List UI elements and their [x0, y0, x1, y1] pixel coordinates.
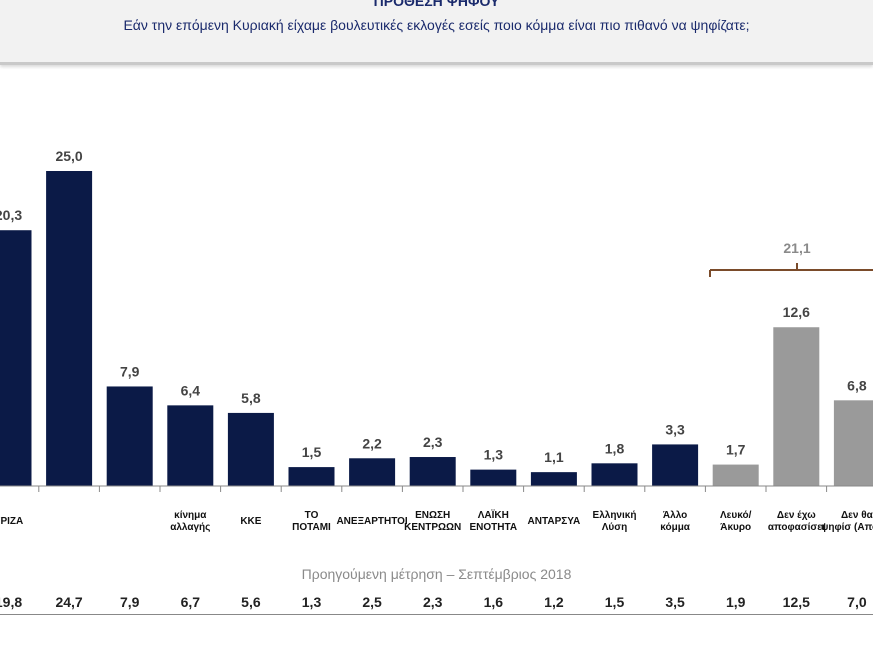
bar-value-label: 12,6 — [783, 304, 810, 320]
bar — [773, 327, 820, 486]
bar — [167, 405, 214, 486]
bar-value-label: 2,3 — [423, 434, 443, 450]
category-label: ψηφίσ (Αποχή) — [821, 522, 873, 533]
category-label: Άκυρο — [720, 522, 751, 533]
bar-value-label: 1,3 — [484, 447, 504, 463]
bar — [712, 464, 759, 486]
category-label: κίνημα — [174, 510, 207, 521]
category-label: ΕΝΩΣΗ — [415, 510, 450, 521]
chart-header: ΠΡΟΘΕΣΗ ΨΗΦΟΥ Εάν την επόμενη Κυριακή εί… — [0, 0, 873, 65]
previous-value: 7,0 — [847, 594, 867, 610]
bar-value-label: 2,2 — [362, 435, 382, 451]
bar-value-label: 20,3 — [0, 207, 22, 223]
category-label: Δεν θα — [841, 510, 873, 521]
bar-value-label: 25,0 — [55, 148, 82, 164]
previous-value: 19,8 — [0, 594, 22, 610]
previous-value: 1,2 — [544, 594, 564, 610]
bar — [591, 463, 638, 486]
previous-value: 7,9 — [120, 594, 140, 610]
previous-value: 6,7 — [181, 594, 201, 610]
table-bottom-rule — [0, 614, 873, 615]
category-label: Δεν έχω — [777, 510, 816, 521]
category-label: ΛΑΪΚΗ — [478, 508, 509, 521]
previous-value: 3,5 — [665, 594, 685, 610]
previous-value: 12,5 — [783, 594, 810, 610]
previous-value: 24,7 — [55, 594, 82, 610]
bar — [288, 467, 335, 486]
category-label: Λευκό/ — [720, 510, 752, 521]
category-label: αποφασίσει — [768, 522, 825, 533]
bar — [833, 400, 873, 486]
category-label: αλλαγής — [170, 522, 210, 533]
bar-value-label: 7,9 — [120, 363, 140, 379]
bar-value-label: 1,5 — [302, 444, 322, 460]
bar — [470, 469, 517, 486]
bar-value-label: 6,4 — [181, 382, 201, 398]
bar-value-label: 5,8 — [241, 390, 261, 406]
category-label: ΚΚΕ — [240, 516, 261, 527]
previous-value: 1,6 — [484, 594, 504, 610]
bar — [409, 457, 456, 486]
bar — [227, 412, 274, 486]
category-label: ΚΕΝΤΡΩΩΝ — [404, 522, 461, 533]
previous-value: 1,5 — [605, 594, 625, 610]
group-bracket-label: 21,1 — [783, 240, 810, 256]
previous-measurement-caption: Προηγούμενη μέτρηση – Σεπτέμβριος 2018 — [301, 566, 572, 582]
bar-value-label: 3,3 — [665, 421, 685, 437]
previous-value: 1,9 — [726, 594, 746, 610]
category-label: ΠΟΤΑΜΙ — [292, 522, 331, 533]
bar — [349, 458, 396, 486]
category-label: ΤΟ — [305, 510, 319, 521]
category-label: ΑΝΤΑΡΣΥΑ — [528, 516, 581, 527]
chart-title: ΠΡΟΘΕΣΗ ΨΗΦΟΥ — [373, 0, 500, 9]
bar — [0, 230, 32, 486]
category-label: Λύση — [602, 522, 627, 533]
bar — [530, 472, 577, 486]
bar-value-label: 1,7 — [726, 442, 746, 458]
category-label: Ελληνική — [593, 510, 637, 521]
bar-value-label: 1,8 — [605, 440, 625, 456]
category-label: Άλλο — [663, 510, 687, 521]
bar-value-label: 1,1 — [544, 449, 564, 465]
category-label: ΑΝΕΞΑΡΤΗΤΟΙ — [336, 516, 407, 527]
previous-value: 1,3 — [302, 594, 322, 610]
bar — [652, 444, 699, 486]
category-label: ΕΝΟΤΗΤΑ — [470, 522, 518, 533]
category-label: ΥΡΙΖΑ — [0, 516, 23, 527]
bar — [46, 171, 93, 486]
bar — [106, 386, 153, 486]
previous-value: 2,3 — [423, 594, 443, 610]
bar-value-label: 6,8 — [847, 377, 867, 393]
previous-value: 5,6 — [241, 594, 261, 610]
previous-value: 2,5 — [362, 594, 382, 610]
category-label: κόμμα — [660, 522, 691, 533]
chart-subtitle: Εάν την επόμενη Κυριακή είχαμε βουλευτικ… — [123, 17, 750, 33]
